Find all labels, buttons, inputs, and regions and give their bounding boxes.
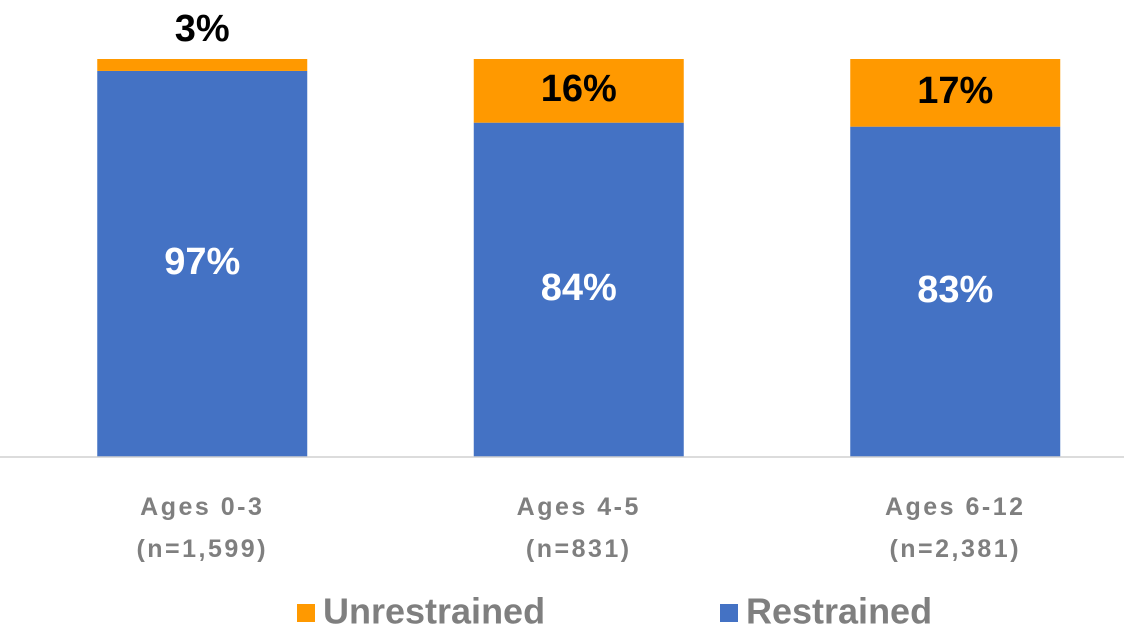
x-tick-line: Ages 6-12 [885,493,1026,521]
x-tick-label: Ages 0-3 (n=1,599) [136,493,268,563]
legend-swatch [297,604,315,622]
legend-swatch [720,604,738,622]
legend-label: Restrained [746,591,932,632]
value-label: 17% [917,70,993,112]
bar-segment [850,126,1061,457]
value-label: 84% [541,267,617,309]
value-label: 3% [175,8,230,50]
x-tick-label: Ages 4-5 (n=831) [517,493,641,563]
bar-segment [473,122,684,458]
x-tick-line: Ages 0-3 [140,493,264,521]
bar-segment [473,59,684,123]
value-label: 16% [541,68,617,110]
x-tick-line: (n=831) [526,535,632,563]
x-tick-line: Ages 4-5 [517,493,641,521]
legend-label: Unrestrained [323,591,545,632]
bar-segment [850,59,1061,127]
bar-segment [97,59,308,71]
value-label: 97% [164,241,240,283]
x-tick-line: (n=2,381) [889,535,1021,563]
value-label: 83% [917,269,993,311]
x-tick-label: Ages 6-12 (n=2,381) [885,493,1026,563]
x-tick-line: (n=1,599) [136,535,268,563]
bar-segment [97,70,308,457]
